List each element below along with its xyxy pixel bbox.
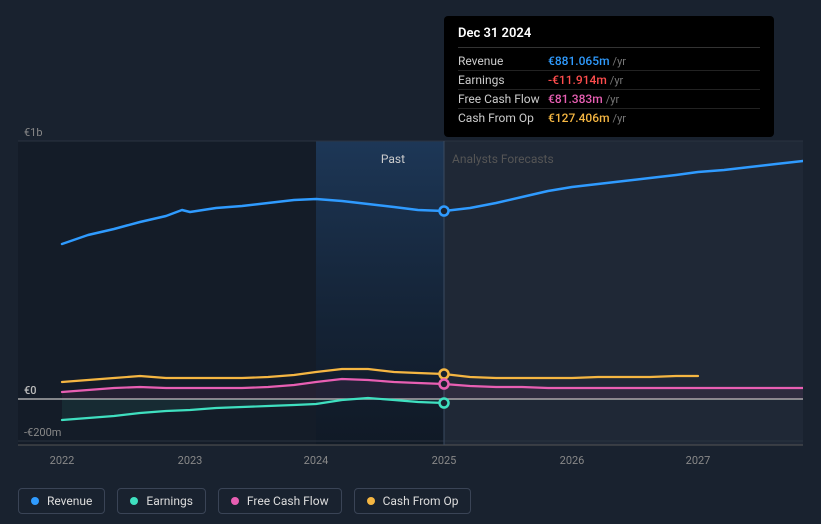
tooltip-row: Free Cash Flow€81.383m/yr: [458, 90, 760, 109]
chart-container: Past Analysts Forecasts Dec 31 2024 Reve…: [18, 0, 803, 524]
chart-legend: Revenue Earnings Free Cash Flow Cash From O…: [18, 488, 471, 514]
x-axis-label: 2023: [178, 454, 203, 467]
tooltip-row-value: €127.406m: [548, 111, 610, 125]
legend-item-earnings[interactable]: Earnings: [117, 488, 206, 514]
x-axis-label: 2025: [432, 454, 457, 467]
tooltip-row: Cash From Op€127.406m/yr: [458, 109, 760, 127]
legend-dot-icon: [367, 497, 375, 505]
y-axis-label: €0: [24, 384, 37, 397]
legend-label: Cash From Op: [383, 494, 459, 508]
legend-item-free-cash-flow[interactable]: Free Cash Flow: [218, 488, 342, 514]
tooltip-row: Revenue€881.065m/yr: [458, 52, 760, 71]
tooltip-row: Earnings-€11.914m/yr: [458, 71, 760, 90]
tooltip-row-value: €881.065m: [548, 54, 610, 68]
tooltip-row-unit: /yr: [606, 93, 619, 106]
legend-label: Revenue: [47, 494, 92, 508]
tooltip-row-label: Earnings: [458, 73, 548, 87]
tooltip-row-value: -€11.914m: [548, 73, 607, 87]
legend-item-revenue[interactable]: Revenue: [18, 488, 105, 514]
legend-dot-icon: [231, 497, 239, 505]
legend-item-cash-from-op[interactable]: Cash From Op: [354, 488, 472, 514]
tooltip-row-unit: /yr: [610, 74, 623, 87]
tooltip-row-unit: /yr: [613, 112, 626, 125]
legend-dot-icon: [130, 497, 138, 505]
y-axis-label: -€200m: [24, 426, 61, 439]
tooltip-date: Dec 31 2024: [458, 26, 760, 48]
forecast-region-label: Analysts Forecasts: [452, 152, 554, 166]
tooltip-row-label: Free Cash Flow: [458, 92, 548, 106]
legend-label: Free Cash Flow: [247, 494, 329, 508]
legend-label: Earnings: [146, 494, 193, 508]
x-axis-label: 2022: [50, 454, 75, 467]
tooltip-row-value: €81.383m: [548, 92, 603, 106]
x-axis-label: 2026: [560, 454, 585, 467]
y-axis-label: €1b: [24, 126, 43, 139]
chart-tooltip: Dec 31 2024 Revenue€881.065m/yrEarnings-…: [444, 16, 774, 137]
legend-dot-icon: [31, 497, 39, 505]
past-region-label: Past: [381, 152, 405, 166]
x-axis-label: 2027: [686, 454, 711, 467]
x-axis-label: 2024: [304, 454, 329, 467]
tooltip-row-unit: /yr: [613, 55, 626, 68]
tooltip-row-label: Cash From Op: [458, 111, 548, 125]
tooltip-rows: Revenue€881.065m/yrEarnings-€11.914m/yrF…: [458, 52, 760, 127]
tooltip-row-label: Revenue: [458, 54, 548, 68]
